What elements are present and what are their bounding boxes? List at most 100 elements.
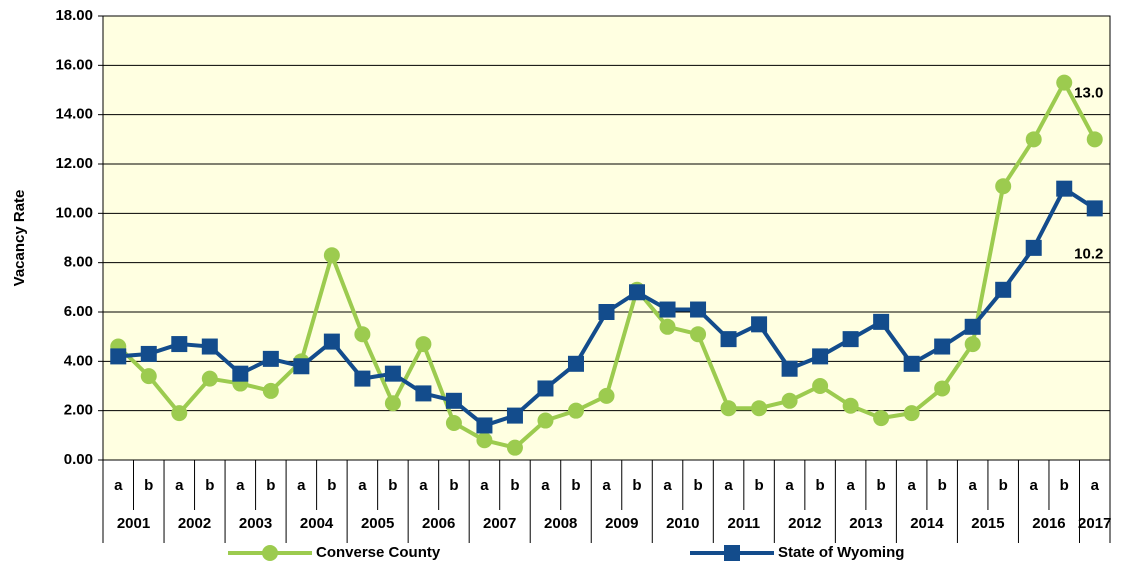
year-label: 2011 [728,515,761,532]
data-point [995,281,1012,298]
year-label: 2014 [910,515,944,532]
x-tick-label: b [205,477,214,494]
x-tick-label: a [175,477,184,494]
data-point [323,333,340,350]
data-point [476,432,493,449]
year-label: 2009 [605,515,638,532]
data-point [110,348,127,365]
data-point [293,358,310,375]
y-tick-label: 12.00 [55,155,93,172]
x-tick-label: b [449,477,458,494]
data-label: 10.2 [1074,245,1103,262]
data-point [751,316,768,333]
data-point [445,392,462,409]
legend-marker [262,545,278,561]
y-tick-label: 18.00 [55,7,93,24]
data-point [1025,131,1042,148]
year-label: 2015 [971,515,1004,532]
x-tick-label: b [999,477,1008,494]
data-point [262,350,279,367]
data-point [934,380,951,397]
year-label: 2001 [117,515,150,532]
year-label: 2003 [239,515,272,532]
data-point [781,392,798,409]
data-point [1056,74,1073,91]
data-point [873,313,890,330]
data-point [934,338,951,355]
y-tick-label: 10.00 [55,204,93,221]
data-point [445,415,462,431]
x-tick-label: b [571,477,580,494]
y-tick-label: 6.00 [64,303,93,320]
x-tick-label: b [754,477,763,494]
data-point [323,247,340,264]
data-point [903,355,920,372]
data-point [995,178,1012,195]
year-label: 2002 [178,515,211,532]
data-point [1056,180,1073,197]
year-label: 2013 [849,515,882,532]
data-point [354,326,371,343]
x-tick-label: a [541,477,550,494]
data-point [506,407,523,424]
x-tick-label: b [510,477,519,494]
x-tick-label: a [1091,477,1100,494]
data-point [720,331,737,348]
data-point [751,400,768,417]
year-label: 2006 [422,515,455,532]
x-tick-label: a [602,477,611,494]
x-tick-label: a [480,477,489,494]
data-point [812,348,829,365]
data-point [1086,200,1103,217]
data-point [781,360,798,377]
data-point [629,284,646,301]
x-tick-label: a [114,477,123,494]
x-tick-label: a [1030,477,1039,494]
data-label: 13.0 [1074,84,1103,101]
x-tick-label: a [663,477,672,494]
data-point [903,405,920,422]
x-tick-label: b [144,477,153,494]
data-point [201,370,218,387]
data-point [506,439,523,456]
y-axis-label: Vacancy Rate [11,190,28,287]
data-point [384,395,401,412]
data-point [567,402,584,419]
year-label: 2017 [1078,515,1111,532]
x-tick-label: a [907,477,916,494]
legend-label: Converse County [316,544,441,561]
x-tick-label: a [724,477,733,494]
data-point [659,301,676,318]
data-point [598,387,615,404]
data-point [690,301,707,318]
x-tick-label: b [693,477,702,494]
data-point [415,385,432,402]
y-tick-label: 4.00 [64,352,93,369]
data-point [415,336,432,353]
y-tick-label: 2.00 [64,402,93,419]
x-tick-label: b [877,477,886,494]
y-tick-label: 14.00 [55,106,93,123]
x-tick-label: b [938,477,947,494]
data-point [842,397,859,414]
data-point [812,378,829,394]
x-tick-label: b [632,477,641,494]
year-label: 2010 [666,515,699,532]
data-point [171,336,188,353]
year-label: 2007 [483,515,516,532]
data-point [842,331,859,348]
data-point [262,382,279,399]
y-tick-label: 0.00 [64,451,93,468]
x-tick-label: a [969,477,978,494]
data-point [659,318,676,335]
x-tick-label: b [1060,477,1069,494]
x-tick-label: b [327,477,336,494]
data-point [476,417,493,434]
data-point [690,326,707,343]
year-label: 2005 [361,515,394,532]
y-tick-label: 8.00 [64,254,93,271]
data-point [1025,239,1042,256]
data-point [1086,131,1103,148]
data-point [537,380,554,397]
